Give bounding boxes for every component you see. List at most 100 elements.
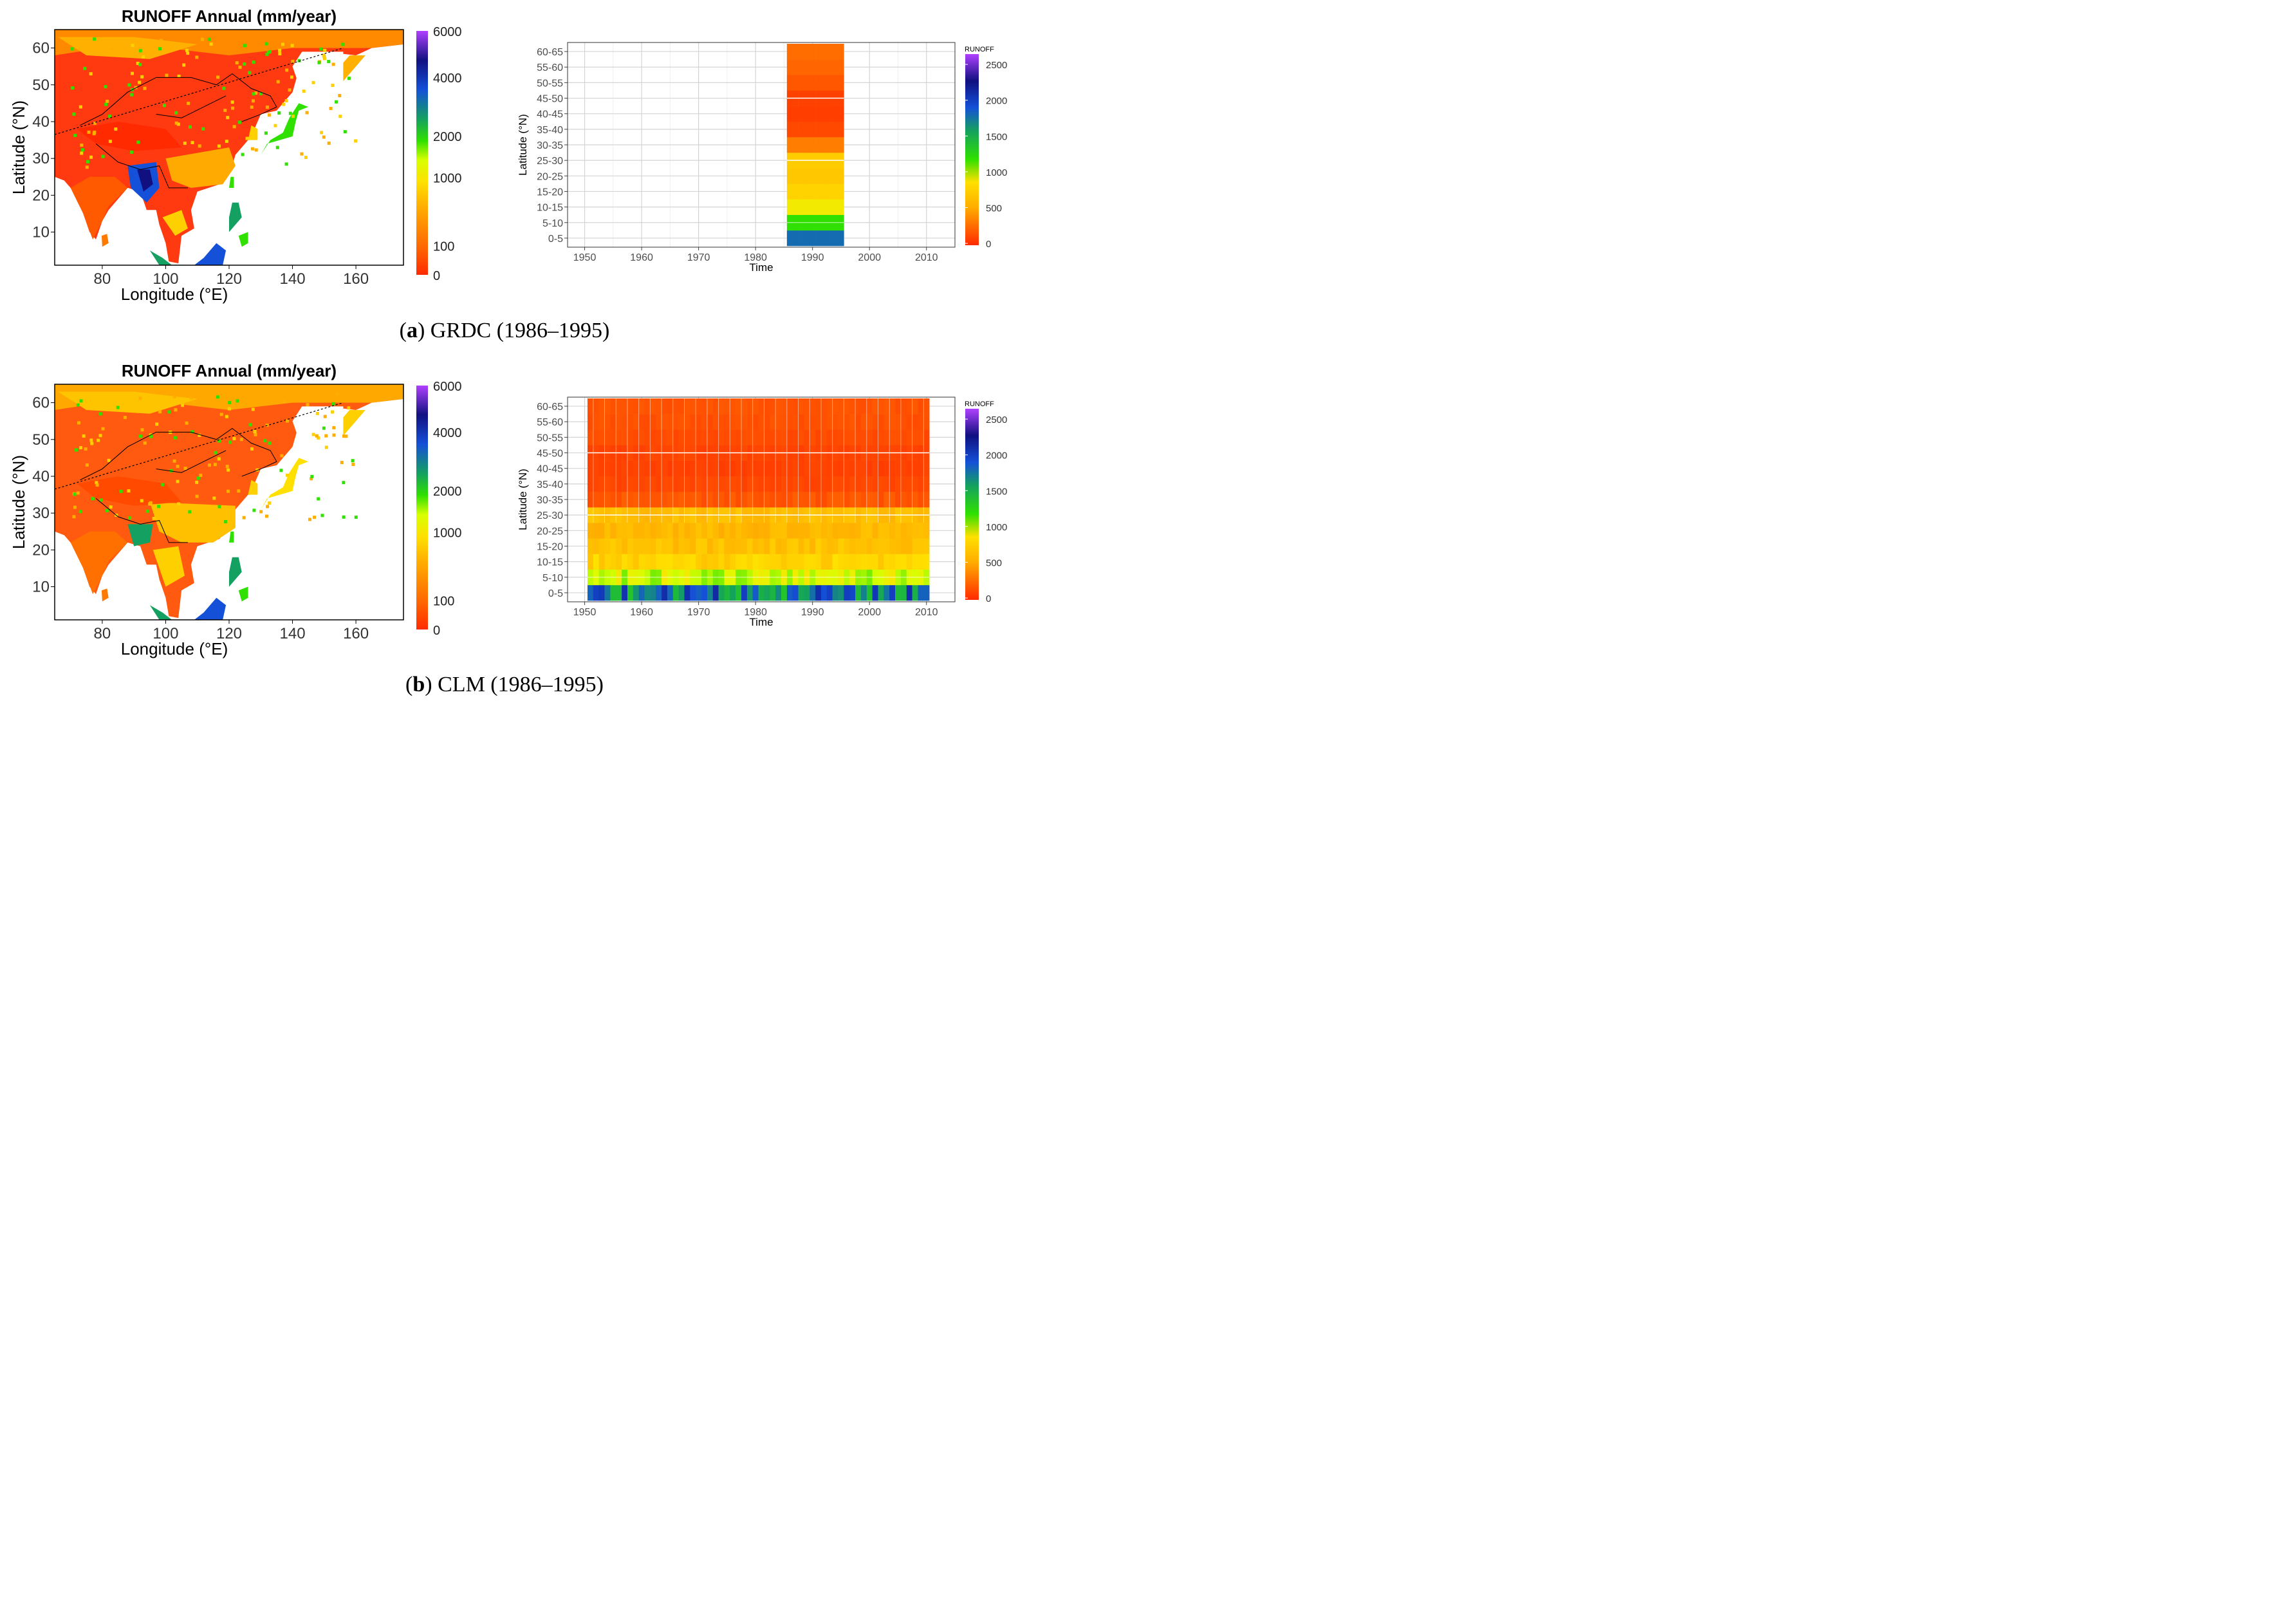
heatmap-cell — [895, 476, 902, 492]
runoff-pixel — [342, 434, 346, 438]
heatmap-cell — [872, 476, 878, 492]
heatmap-cell — [786, 106, 793, 122]
x-tick-label: 1990 — [801, 607, 824, 618]
runoff-pixel — [227, 407, 231, 411]
x-axis-label: Longitude (°E) — [121, 284, 228, 304]
y-tick-label: 5-10 — [542, 573, 563, 584]
heatmap-cell — [724, 414, 730, 430]
heatmap-cell — [627, 554, 634, 570]
heatmap-cell — [701, 491, 708, 508]
heatmap-cell — [826, 414, 833, 430]
heatmap-cell — [912, 414, 918, 430]
heatmap-cell — [758, 584, 764, 601]
heatmap-cell — [650, 460, 656, 477]
heatmap-cell — [786, 398, 793, 415]
heatmap-cell — [815, 59, 822, 75]
heatmap-cell — [598, 398, 605, 415]
heatmap-cell — [906, 538, 912, 554]
runoff-pixel — [177, 502, 181, 506]
heatmap-cell — [616, 554, 622, 570]
y-tick-label: 30-35 — [537, 495, 563, 506]
caption-text: CLM (1986–1995) — [432, 673, 604, 696]
heatmap-cell — [758, 460, 764, 477]
heatmap-cell — [860, 523, 867, 539]
heatmap-cell — [872, 584, 878, 601]
heatmap-cell — [690, 429, 696, 445]
colorbar-tick-label: 1000 — [433, 171, 462, 185]
y-tick-label: 0-5 — [548, 588, 563, 599]
heatmap-cell — [712, 554, 719, 570]
runoff-pixel — [252, 92, 255, 96]
runoff-pixel — [84, 447, 88, 451]
heatmap-cell — [826, 106, 833, 122]
runoff-pixel — [335, 100, 338, 104]
heatmap-cell — [633, 429, 639, 445]
heatmap-cell — [598, 460, 605, 477]
heatmap-cell — [815, 199, 822, 215]
heatmap-cell — [895, 414, 902, 430]
heatmap-cell — [918, 398, 924, 415]
heatmap-cell — [832, 199, 838, 215]
runoff-pixel — [174, 121, 178, 125]
heatmap-cell — [804, 523, 810, 539]
colorbar — [965, 54, 979, 245]
heatmap-cell — [707, 460, 714, 477]
border-line — [80, 428, 277, 481]
heatmap-cell — [598, 476, 605, 492]
runoff-pixel — [177, 74, 181, 78]
heatmap-cell — [724, 584, 730, 601]
heatmap-cell — [912, 491, 918, 508]
heatmap-cell — [656, 476, 662, 492]
runoff-pixel — [165, 73, 169, 77]
heatmap-cell — [775, 414, 782, 430]
heatmap-cell — [918, 523, 924, 539]
heatmap-cell — [690, 476, 696, 492]
heatmap-cell — [849, 398, 856, 415]
heatmap-cell — [593, 538, 599, 554]
philippines — [229, 557, 242, 587]
runoff-pixel — [76, 403, 80, 407]
runoff-pixel — [284, 162, 288, 166]
heatmap-cell — [741, 554, 748, 570]
heatmap-cell — [662, 414, 668, 430]
mainland-asia — [55, 384, 403, 619]
heatmap-cell — [662, 398, 668, 415]
runoff-pixel — [71, 86, 75, 90]
heatmap-cell — [672, 584, 679, 601]
runoff-pixel — [320, 131, 324, 135]
heatmap-cell — [895, 523, 902, 539]
runoff-pixel — [176, 465, 180, 469]
heatmap-cell — [838, 429, 844, 445]
y-tick-label: 25-30 — [537, 510, 563, 521]
heatmap-cell — [815, 460, 822, 477]
runoff-pixel — [327, 60, 331, 64]
heatmap-cell — [667, 584, 674, 601]
heatmap-cell — [810, 230, 816, 247]
taiwan — [229, 176, 234, 188]
heatmap-cell — [718, 554, 725, 570]
heatmap-cell — [826, 168, 833, 184]
heatmap-cell — [804, 230, 810, 247]
heatmap-cell — [798, 75, 804, 91]
heatmap-cell — [775, 584, 782, 601]
heatmap-cell — [820, 199, 828, 215]
y-tick-label: 55-60 — [537, 417, 563, 428]
heatmap-cell — [604, 538, 611, 554]
runoff-pixel — [198, 144, 201, 148]
heatmap-cell — [707, 476, 714, 492]
heatmap-cell — [684, 491, 690, 508]
heatmap-cell — [889, 476, 896, 492]
runoff-pixel — [201, 127, 205, 131]
heatmap-cell — [741, 429, 748, 445]
heatmap-cell — [866, 429, 873, 445]
heatmap-cell — [820, 44, 828, 60]
runoff-pixel — [286, 473, 290, 477]
y-tick-label: 30 — [32, 150, 50, 167]
heatmap-cell — [866, 398, 873, 415]
runoff-pixel — [225, 465, 229, 469]
heatmap-cell — [810, 59, 816, 75]
heatmap-cell — [832, 106, 838, 122]
heatmap-cell — [678, 476, 685, 492]
sea-of-okhotsk — [292, 51, 344, 96]
heatmap-cell — [587, 538, 594, 554]
